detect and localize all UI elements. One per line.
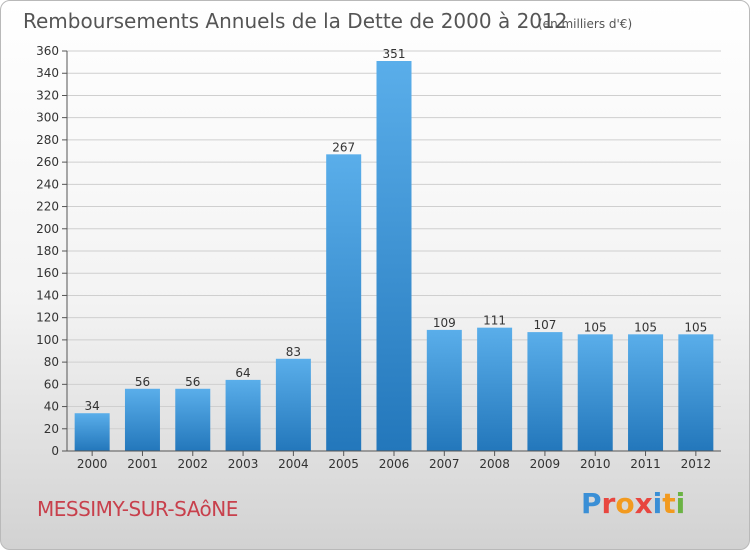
y-tick-label: 240 [36, 177, 59, 191]
bar-2005 [326, 154, 362, 452]
value-label: 109 [433, 316, 456, 330]
bar-2008 [477, 327, 513, 451]
logo-letter: t [662, 487, 676, 520]
bar-2000 [74, 413, 110, 451]
value-label: 56 [135, 375, 150, 389]
logo-letter: i [675, 487, 686, 520]
x-tick-label: 2001 [127, 457, 158, 471]
x-tick-labels: 2000 2001 2002 2003 2004 2005 2006 2007 2008 2009… [77, 457, 711, 471]
y-tick-label: 220 [36, 200, 59, 214]
y-tick-label: 140 [36, 288, 59, 302]
y-tick-label: 80 [44, 355, 59, 369]
value-label: 111 [483, 314, 506, 328]
value-label: 64 [235, 366, 250, 380]
bar-2007 [426, 329, 462, 451]
chart-title: Remboursements Annuels de la Dette de 20… [23, 9, 568, 33]
logo-letter: x [634, 487, 653, 520]
value-label: 56 [185, 375, 200, 389]
x-tick-label: 2004 [278, 457, 309, 471]
logo-letter: r [601, 487, 616, 520]
y-tick-label: 320 [36, 88, 59, 102]
bar-2001 [124, 388, 160, 451]
y-tick-label: 360 [36, 44, 59, 58]
x-tick-label: 2009 [530, 457, 561, 471]
bar-2010 [577, 334, 613, 451]
bar-2004 [275, 358, 311, 451]
y-tick-label: 20 [44, 422, 59, 436]
bar-2002 [175, 388, 211, 451]
chart-unit: (en milliers d'€) [538, 17, 633, 31]
y-tick-label: 40 [44, 400, 59, 414]
y-tick-label: 60 [44, 377, 59, 391]
logo-letter: P [581, 487, 602, 520]
bars-group [74, 61, 714, 452]
y-tick-label: 0 [51, 444, 59, 458]
proxiti-logo: Proxiti [581, 487, 685, 520]
y-tick-label: 260 [36, 155, 59, 169]
value-label: 83 [286, 345, 301, 359]
logo-letter: i [652, 487, 663, 520]
bar-2012 [678, 334, 714, 451]
value-label: 105 [684, 320, 707, 334]
logo-letter: o [615, 487, 635, 520]
bar-2009 [527, 332, 563, 451]
x-tick-label: 2008 [479, 457, 510, 471]
x-tick-label: 2002 [177, 457, 208, 471]
bar-2006 [376, 61, 412, 451]
y-tick-label: 300 [36, 111, 59, 125]
y-tick-label: 100 [36, 333, 59, 347]
value-labels: 34 56 56 64 83 267 351 109 111 107 105 105 105 [85, 47, 708, 413]
bar-2011 [628, 334, 664, 451]
y-tick-label: 120 [36, 311, 59, 325]
value-label: 34 [85, 399, 100, 413]
y-tick-label: 340 [36, 66, 59, 80]
x-tick-label: 2012 [681, 457, 712, 471]
y-tick-label: 160 [36, 266, 59, 280]
value-label: 267 [332, 140, 355, 154]
value-label: 107 [533, 318, 556, 332]
y-tick-label: 200 [36, 222, 59, 236]
y-tick-labels: 0 20 40 60 80 100 120 140 160 180 200 220 240 260 280 3… [36, 44, 67, 458]
y-tick-label: 180 [36, 244, 59, 258]
town-name: MESSIMY-SUR-SAôNE [37, 497, 238, 521]
x-tick-label: 2011 [630, 457, 661, 471]
x-tick-label: 2006 [379, 457, 410, 471]
x-tick-label: 2005 [328, 457, 359, 471]
y-tick-label: 280 [36, 133, 59, 147]
bar-2003 [225, 379, 261, 451]
value-label: 105 [634, 320, 657, 334]
x-tick-label: 2000 [77, 457, 108, 471]
x-tick-label: 2003 [228, 457, 259, 471]
x-tick-label: 2007 [429, 457, 460, 471]
value-label: 105 [584, 320, 607, 334]
value-label: 351 [383, 47, 406, 61]
x-tick-label: 2010 [580, 457, 611, 471]
